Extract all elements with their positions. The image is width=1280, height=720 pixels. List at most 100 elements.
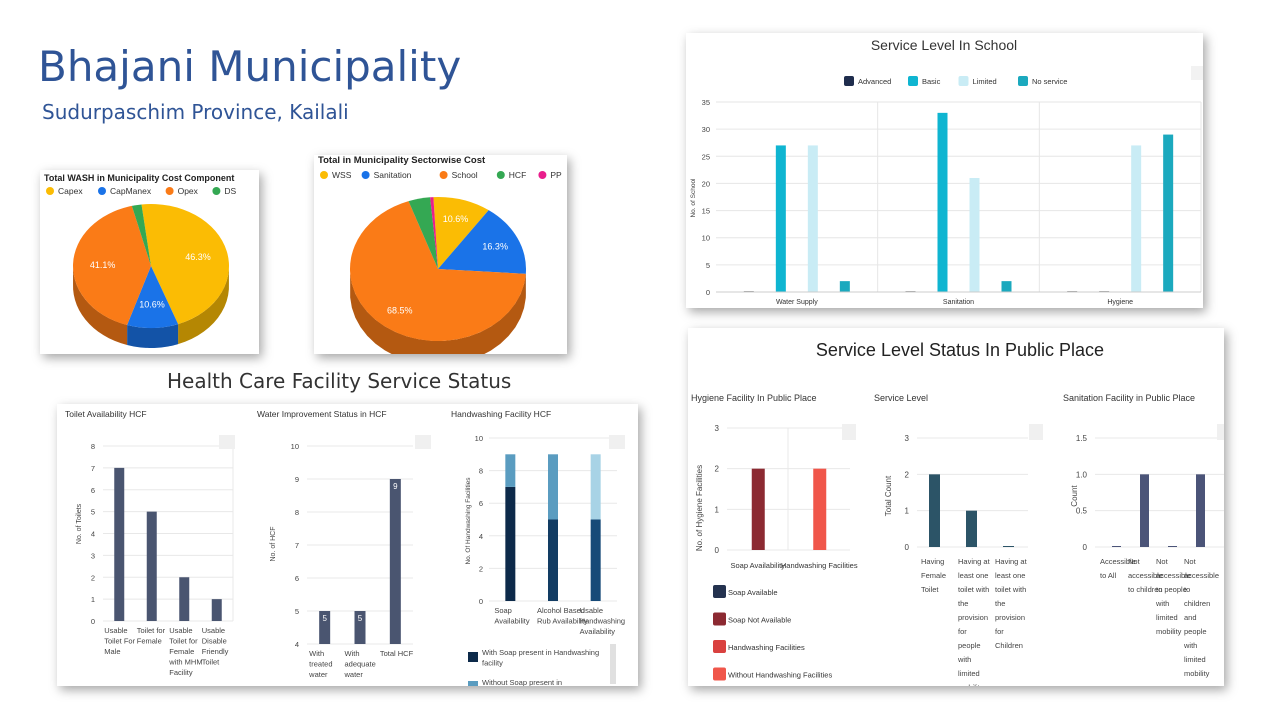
y-tick-label: 3 (91, 551, 95, 560)
x-tick-label: With (309, 649, 324, 658)
pie-slice-CapManex (127, 266, 179, 328)
bar-Limited (969, 178, 980, 292)
x-tick-label: Toilet (921, 585, 939, 594)
legend-swatch-DS (212, 187, 221, 195)
x-tick-label: the (995, 599, 1005, 608)
legend-label: Limited (973, 77, 997, 86)
x-tick-label: Not (1128, 557, 1141, 566)
legend-swatch-Soap Available (713, 585, 726, 598)
pie-slice-DS (131, 204, 151, 266)
legend-label: PP (550, 170, 562, 180)
page-title: Bhajani Municipality (38, 42, 462, 91)
bar-segment (548, 519, 558, 601)
y-tick-label: 35 (702, 98, 710, 107)
sector-cost-card: Total in Municipality Sectorwise Cost WSS… (314, 155, 567, 354)
y-tick-label: 1.5 (1076, 434, 1088, 443)
bar (389, 479, 401, 644)
chart-title: Service Level In School (871, 37, 1017, 53)
x-tick-label: accessible (1128, 571, 1163, 580)
legend-swatch-Soap Not Available (713, 612, 726, 626)
legend-swatch-Sanitation (361, 171, 370, 179)
x-tick-label: Sanitation (943, 299, 974, 306)
x-tick-label: the (958, 599, 968, 608)
legend-scrollbar (610, 644, 616, 684)
x-tick-label: Facility (169, 668, 193, 677)
pp-charts: Service Level Status In Public Place Hygi… (691, 340, 1224, 686)
y-tick-label: 4 (295, 640, 299, 649)
x-tick-label: mobility (1184, 669, 1210, 678)
legend-swatch-Basic (908, 76, 918, 86)
y-tick-label: 0 (905, 543, 910, 552)
x-tick-label: children (1184, 599, 1210, 608)
pie-label-WSS: 10.6% (443, 214, 469, 224)
bar-Without Handwashing Facilities (813, 468, 827, 550)
y-tick-label: 6 (91, 486, 95, 495)
x-tick-label: toilet with (958, 585, 989, 594)
y-tick-label: 8 (91, 442, 95, 451)
legend-label: Advanced (858, 77, 891, 86)
pie-label-Sanitation: 16.3% (482, 242, 508, 252)
x-tick-label: with (1183, 641, 1197, 650)
pie-side-Opex (73, 264, 128, 346)
y-tick-label: 7 (295, 541, 299, 550)
x-tick-label: Usable (202, 626, 225, 635)
x-tick-label: limited (1156, 613, 1178, 622)
x-tick-label: Accessible (1100, 557, 1136, 566)
y-axis-label: No. of HCF (270, 526, 277, 561)
bar (146, 511, 157, 621)
chart-title: Water Improvement Status in HCF (257, 409, 387, 419)
bar-Limited (807, 145, 818, 292)
y-axis-label: No. Of Handwashing Facilities (465, 477, 472, 565)
legend-swatch-WSS (320, 171, 328, 179)
y-tick-label: 0 (479, 597, 483, 606)
legend-swatch-Limited (958, 76, 969, 86)
y-tick-label: 2 (91, 573, 95, 582)
x-tick-label: Handwashing (580, 617, 625, 626)
x-tick-label: limited (958, 669, 980, 678)
pp-card-title: Service Level Status In Public Place (816, 340, 1104, 360)
y-axis-label: No. of Hygiene Facilities (695, 465, 704, 551)
pie-label-CapManex: 10.6% (139, 299, 165, 309)
y-tick-label: 2 (715, 465, 720, 474)
y-tick-label: 5 (706, 261, 710, 270)
legend-label: HCF (509, 170, 526, 180)
legend-label: With Soap present in Handwashing (482, 648, 599, 657)
y-tick-label: 0 (1083, 543, 1088, 552)
bar-segment (590, 454, 601, 520)
x-tick-label: Not (1184, 557, 1197, 566)
x-tick-label: Usable (104, 626, 127, 635)
x-tick-label: Usable (169, 626, 192, 635)
legend-label: Soap Not Available (728, 616, 791, 625)
legend-label: Soap Available (728, 588, 778, 597)
x-tick-label: Toilet for (169, 637, 198, 646)
y-tick-label: 3 (905, 434, 910, 443)
legend-swatch-Handwashing Facilities (713, 640, 726, 653)
x-tick-label: with (1155, 599, 1169, 608)
x-tick-label: water (308, 670, 328, 679)
x-tick-label: Soap (494, 606, 512, 615)
x-tick-label: Children (995, 641, 1023, 650)
legend-swatch-PP (538, 171, 547, 179)
x-tick-label: Having at (958, 557, 991, 566)
x-tick-label: Handwashing Facilities (781, 561, 858, 570)
pie-slice-Capex (141, 204, 229, 325)
pie-slice-School (350, 201, 526, 341)
y-tick-label: 20 (702, 179, 710, 188)
bar-segment (548, 454, 558, 520)
bar (114, 467, 125, 621)
bar (1168, 546, 1177, 547)
legend-label: Handwashing Facilities (728, 643, 805, 652)
legend-label: Without Soap present in (482, 678, 562, 686)
bar-No service (1001, 281, 1012, 292)
x-tick-label: Male (104, 647, 120, 656)
legend-swatch-School (439, 171, 448, 179)
bar (179, 577, 190, 621)
x-tick-label: Availability (580, 627, 616, 636)
y-tick-label: 10 (291, 442, 299, 451)
legend-swatch (468, 681, 478, 686)
sector-cost-pie: Total in Municipality Sectorwise Cost WSS… (318, 155, 562, 354)
chart-title: Total WASH in Municipality Cost Componen… (44, 173, 234, 183)
legend-label: Basic (922, 77, 941, 86)
bar (1140, 474, 1149, 547)
hcf-charts: No. of Toilets Toilet Availability HCF 0 1 2… (65, 409, 625, 686)
